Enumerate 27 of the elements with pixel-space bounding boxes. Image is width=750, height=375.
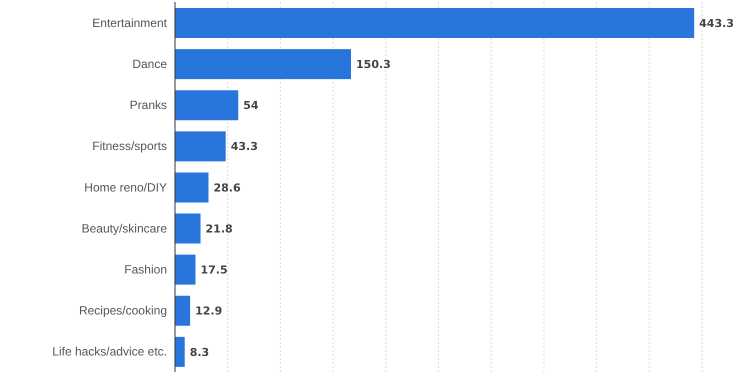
data-label: 54	[243, 99, 259, 112]
bar	[175, 131, 226, 162]
bar	[175, 49, 352, 80]
bar	[175, 90, 238, 120]
bar	[175, 254, 196, 285]
data-label: 443.3	[699, 16, 734, 30]
data-label: 21.8	[206, 222, 233, 236]
y-tick-label: Life hacks/advice etc.	[52, 344, 167, 359]
y-tick-label: Recipes/cooking	[78, 304, 167, 318]
y-tick-label: Fitness/sports	[92, 139, 167, 154]
data-label: 43.3	[230, 140, 258, 154]
y-tick-label: Dance	[132, 56, 168, 71]
y-tick-label: Fashion	[124, 262, 167, 276]
data-label: 150.3	[356, 58, 391, 72]
y-tick-label: Pranks	[130, 98, 167, 112]
data-label: 28.6	[213, 181, 241, 194]
data-label: 17.5	[200, 264, 228, 277]
bar	[175, 172, 208, 202]
data-label: 8.3	[190, 346, 210, 359]
y-tick-label: Home reno/DIY	[84, 180, 167, 194]
bar	[175, 336, 185, 367]
y-tick-label: Beauty/skincare	[82, 221, 168, 236]
bar	[175, 296, 190, 326]
bar	[175, 8, 694, 38]
y-tick-label: Entertainment	[92, 16, 168, 30]
bar	[175, 214, 201, 244]
data-label: 12.9	[195, 304, 222, 318]
